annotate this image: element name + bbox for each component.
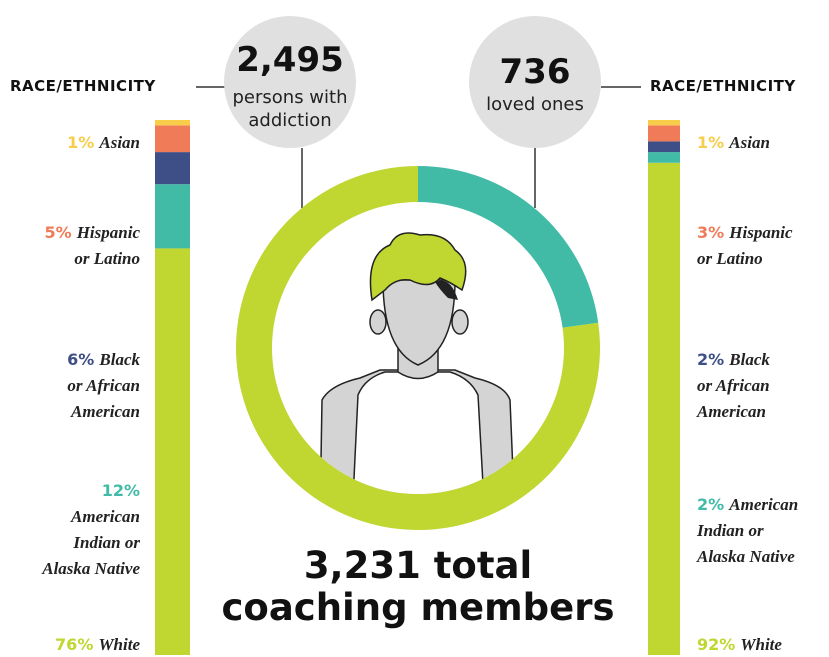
category-label: White <box>98 635 140 654</box>
segment-label: 3% Hispanic or Latino <box>697 220 829 272</box>
category-label: Hispanic or Latino <box>74 223 140 268</box>
bar-segment <box>648 120 680 125</box>
bar-segment <box>155 152 190 184</box>
percent-label: 1% <box>697 133 724 152</box>
segment-label: 6% Black or African American <box>0 347 140 425</box>
category-label: White <box>740 635 782 654</box>
bar-segment <box>155 248 190 655</box>
percent-label: 6% <box>67 350 94 369</box>
bar-segment <box>648 163 680 655</box>
infographic: RACE/ETHNICITY RACE/ETHNICITY 2,495 pers… <box>0 0 829 657</box>
percent-label: 3% <box>697 223 724 242</box>
percent-label: 1% <box>67 133 94 152</box>
bar-title: RACE/ETHNICITY <box>650 77 796 95</box>
segment-label: 1% Asian <box>0 130 140 156</box>
percent-label: 2% <box>697 495 724 514</box>
bar-segment <box>155 184 190 248</box>
segment-label: 1% Asian <box>697 130 829 156</box>
bar-segment <box>648 152 680 163</box>
percent-label: 2% <box>697 350 724 369</box>
category-label: American Indian or Alaska Native <box>42 507 140 578</box>
segment-label: 76% White <box>0 632 140 657</box>
percent-label: 12% <box>0 478 140 504</box>
segment-label: 2% American Indian or Alaska Native <box>697 492 829 570</box>
bar-segment <box>155 120 190 125</box>
bar-segment <box>155 125 190 152</box>
total-title: 3,231 total coaching members <box>218 545 618 629</box>
bubble-label: loved ones <box>465 93 605 116</box>
bubble-value: 2,495 <box>220 40 360 80</box>
segment-label: 2% Black or African American <box>697 347 829 425</box>
percent-label: 5% <box>44 223 71 242</box>
bubble-value: 736 <box>465 52 605 92</box>
category-label: Asian <box>99 133 140 152</box>
bubble-label: persons with addiction <box>220 86 360 132</box>
segment-label: 5% Hispanic or Latino <box>0 220 140 272</box>
segment-label: 12% American Indian or Alaska Native <box>0 478 140 582</box>
segment-label: 92% White <box>697 632 829 657</box>
percent-label: 92% <box>697 635 735 654</box>
category-label: Asian <box>729 133 770 152</box>
percent-label: 76% <box>55 635 93 654</box>
bar-segment <box>648 141 680 152</box>
bar-title: RACE/ETHNICITY <box>10 77 156 95</box>
bar-segment <box>648 125 680 141</box>
